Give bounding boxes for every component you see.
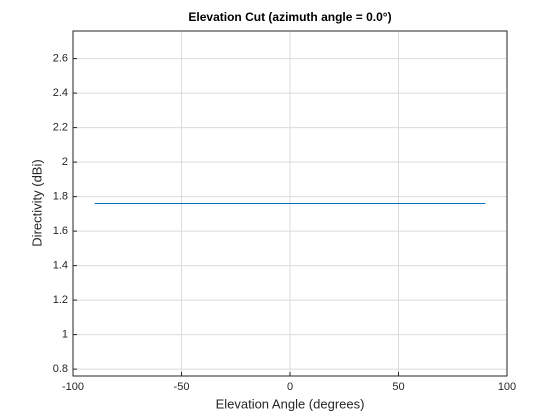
x-axis-label: Elevation Angle (degrees) (216, 396, 365, 411)
y-tick-label: 2.4 (53, 87, 68, 99)
x-tick-label: -100 (62, 381, 84, 393)
y-tick-label: 0.8 (53, 363, 68, 375)
chart-title: Elevation Cut (azimuth angle = 0.0°) (188, 10, 391, 24)
x-tick-label: 50 (392, 381, 404, 393)
y-tick-label: 2.6 (53, 53, 68, 65)
x-tick-label: 0 (287, 381, 293, 393)
y-tick-label: 1.4 (53, 260, 68, 272)
y-tick-label: 1.2 (53, 294, 68, 306)
y-tick-label: 2.2 (53, 122, 68, 134)
x-tick-label: 100 (498, 381, 516, 393)
x-tick-label: -50 (174, 381, 190, 393)
y-tick-label: 1 (62, 329, 68, 341)
y-tick-label: 2 (62, 156, 68, 168)
plot-frame (72, 30, 508, 377)
y-tick-label: 1.8 (53, 191, 68, 203)
y-axis-label: Directivity (dBi) (29, 159, 44, 246)
y-tick-label: 1.6 (53, 225, 68, 237)
